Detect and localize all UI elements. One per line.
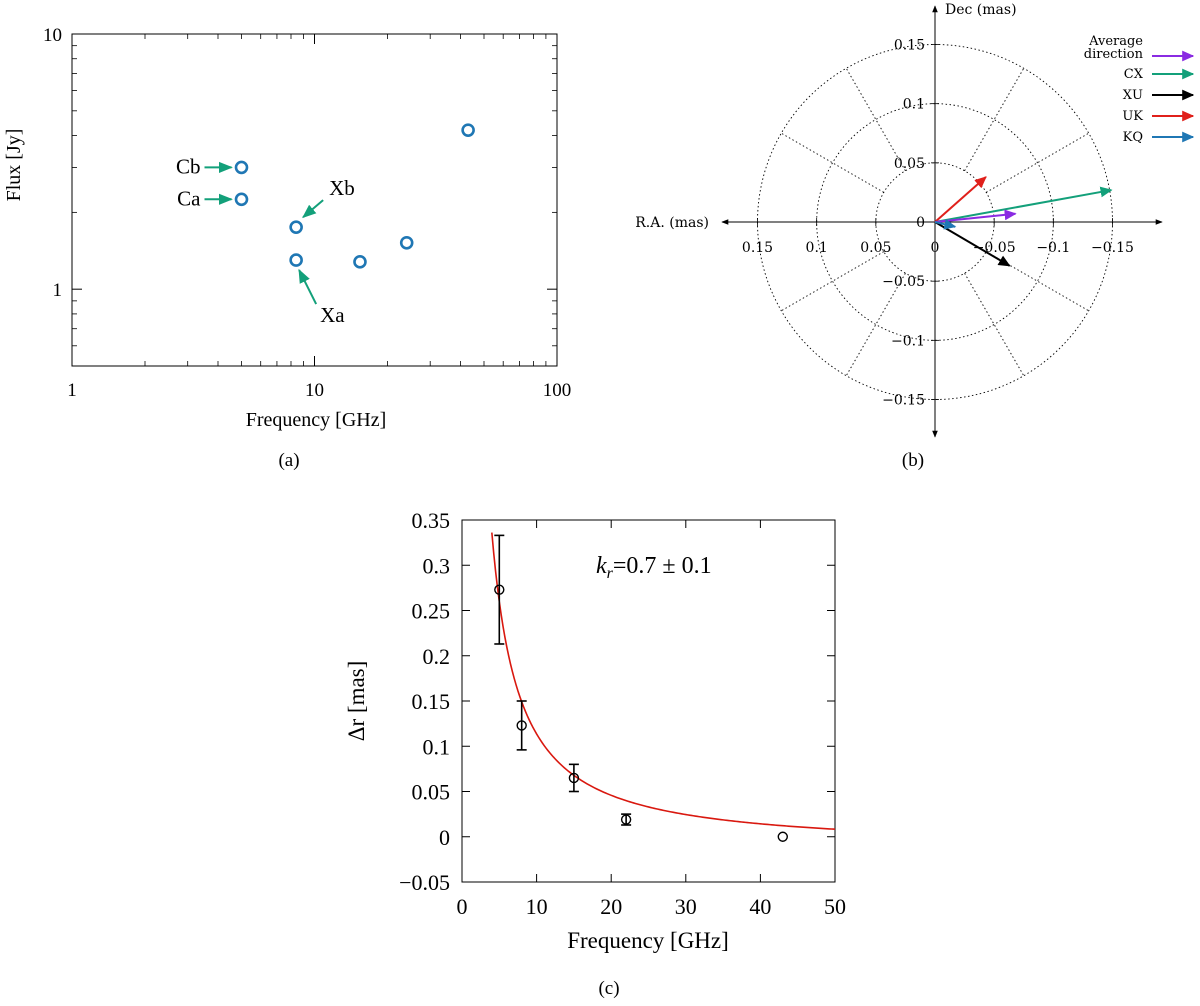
x-tick-label: 10 (526, 894, 548, 919)
panel-c-annotation: kr=0.7 ± 0.1 (596, 553, 712, 582)
data-point (353, 255, 367, 269)
x-tick-label: −0.1 (1036, 240, 1070, 256)
panel-b-x-axis-label: R.A. (mas) (635, 215, 709, 231)
data-point (234, 192, 249, 207)
y-tick-label: 0.15 (894, 38, 925, 54)
panel-a-annotations: Cb Ca Xb Xa (176, 154, 355, 327)
shift-vector (934, 219, 957, 230)
panel-c-caption: (c) (598, 978, 619, 999)
x-tick-label: 1 (67, 380, 77, 401)
panel-c-x-axis-label: Frequency [GHz] (567, 928, 729, 953)
annotation-label: Ca (177, 186, 201, 210)
annotation-label: Cb (176, 154, 201, 178)
panel-a-caption: (a) (278, 450, 299, 471)
x-tick-label: 10 (305, 380, 324, 401)
data-point (289, 220, 303, 234)
y-tick-label: 0 (439, 825, 450, 850)
y-tick-label: −0.05 (882, 274, 925, 290)
legend-label: direction (1084, 47, 1144, 62)
y-tick-label: 0.35 (412, 508, 451, 533)
y-tick-label: 0.1 (903, 97, 925, 113)
y-tick-label: 0.2 (423, 644, 451, 669)
x-tick-label: 0.1 (806, 240, 828, 256)
x-tick-label: 20 (600, 894, 622, 919)
polar-spoke (781, 132, 884, 193)
panel-b-tick-labels: 0.15 0.1 0.05 0 −0.05 −0.1 −0.15 0.15 0.1 0.05 0 −0… (742, 38, 1134, 409)
panel-c-core-shift: 0 10 20 30 40 50 −0.05 0 0.05 0.1 0.15 0.2 0.25 0.3 0.… (344, 508, 846, 999)
y-tick-label: 0.15 (412, 689, 451, 714)
y-tick-label: 0 (916, 215, 925, 231)
y-tick-label: −0.15 (882, 393, 925, 409)
data-point (494, 584, 505, 595)
legend-label: CX (1124, 67, 1144, 82)
panel-c-ticks: 0 10 20 30 40 50 −0.05 0 0.05 0.1 0.15 0.2 0.25 0.3 0.… (399, 508, 846, 919)
panel-a-y-axis-label: Flux [Jy] (3, 129, 25, 202)
data-point (399, 235, 414, 250)
panel-b-y-axis-label: Dec (mas) (945, 2, 1017, 18)
x-tick-label: 0 (457, 894, 468, 919)
x-tick-label: 50 (824, 894, 846, 919)
polar-spoke (964, 273, 1025, 376)
legend-label: UK (1122, 109, 1143, 124)
data-point (777, 831, 788, 842)
x-tick-label: 40 (749, 894, 771, 919)
legend-label: XU (1123, 88, 1143, 103)
legend-label: Average (1088, 34, 1143, 49)
panel-c-y-axis-label: Δr [mas] (344, 661, 369, 742)
panel-a-points (234, 123, 475, 269)
x-tick-label: 30 (675, 894, 697, 919)
data-point (461, 123, 475, 137)
polar-spoke (964, 68, 1025, 171)
legend-label: KQ (1123, 130, 1143, 145)
shift-vector (934, 186, 1113, 223)
y-tick-label: 0.05 (412, 780, 451, 805)
panel-c-points (494, 534, 788, 842)
data-point (234, 160, 249, 175)
x-tick-label: 0.05 (860, 240, 891, 256)
y-tick-label: −0.05 (399, 870, 450, 895)
panel-b-polar-shift: 0.15 0.1 0.05 0 −0.05 −0.1 −0.15 0.15 0.1 0.05 0 −0… (635, 2, 1195, 471)
y-tick-label: 0.3 (423, 553, 451, 578)
y-tick-label: 0.05 (894, 156, 925, 172)
y-tick-label: 1 (53, 280, 63, 301)
x-tick-label: 0 (931, 240, 940, 256)
annotation-arrow (302, 199, 324, 219)
panel-c-fit-curve (491, 532, 835, 831)
panel-a-ticks: 1 10 100 1 10 (43, 25, 571, 401)
annotation-label: Xa (320, 303, 345, 327)
panel-a-x-axis-label: Frequency [GHz] (246, 409, 387, 431)
y-tick-label: 0.25 (412, 599, 451, 624)
data-point (289, 253, 303, 267)
shift-vector (934, 176, 987, 223)
panel-b-caption: (b) (902, 450, 924, 471)
data-point (568, 772, 580, 784)
y-tick-label: −0.1 (891, 333, 925, 349)
x-tick-label: 100 (543, 380, 572, 401)
y-tick-label: 10 (43, 25, 62, 46)
panel-a-frame (71, 33, 558, 367)
x-tick-label: −0.05 (973, 240, 1016, 256)
panel-a-flux-spectrum: 1 10 100 1 10 Cb Ca Xb Xa Frequency [GHz] Flux … (3, 25, 571, 471)
data-point (516, 720, 527, 731)
data-point (620, 814, 632, 825)
x-tick-label: 0.15 (742, 240, 773, 256)
y-tick-label: 0.1 (423, 734, 451, 759)
panel-b-shift-vectors (934, 176, 1113, 267)
x-tick-label: −0.15 (1091, 240, 1134, 256)
annotation-arrow (298, 268, 318, 305)
polar-spoke (781, 251, 884, 312)
annotation-label: Xb (329, 176, 355, 200)
